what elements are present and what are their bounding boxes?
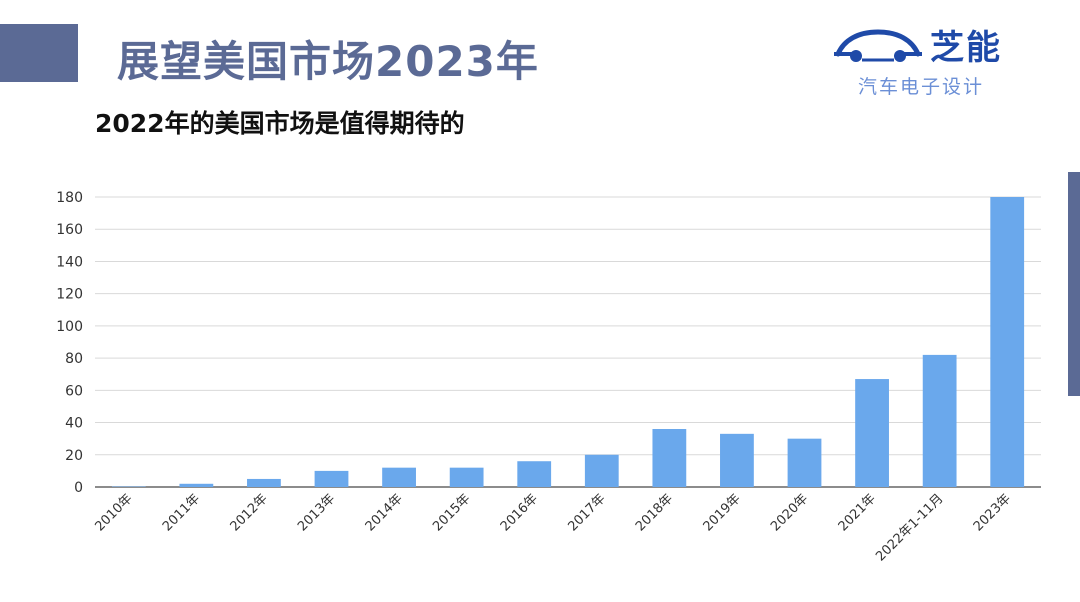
x-tick-label: 2012年	[228, 491, 271, 534]
bar	[990, 197, 1025, 487]
bar	[247, 478, 281, 487]
y-tick-label: 40	[65, 416, 83, 432]
y-tick-label: 20	[65, 448, 83, 464]
x-tick-label: 2023年	[971, 491, 1014, 534]
x-tick-label: 2015年	[430, 491, 473, 534]
brand-tagline: 汽车电子设计	[858, 76, 985, 98]
x-tick-label: 2021年	[836, 491, 879, 534]
bar	[449, 467, 484, 487]
bar	[179, 483, 214, 487]
bar	[382, 467, 416, 487]
car-silhouette-icon	[834, 29, 922, 62]
y-tick-label: 80	[65, 351, 83, 367]
brand-name: 芝能	[930, 28, 1002, 68]
y-tick-label: 180	[56, 190, 83, 206]
x-tick-label: 2013年	[295, 491, 338, 534]
bar	[652, 429, 687, 487]
x-tick-label: 2014年	[363, 491, 406, 534]
x-tick-label: 2022年1-11月	[873, 491, 946, 564]
y-tick-label: 60	[65, 383, 83, 399]
x-tick-label: 2018年	[633, 491, 676, 534]
x-tick-label: 2020年	[768, 491, 811, 534]
y-tick-label: 0	[74, 480, 83, 496]
x-tick-label: 2016年	[498, 491, 541, 534]
page-subtitle: 2022年的美国市场是值得期待的	[95, 109, 465, 138]
y-tick-label: 120	[56, 287, 83, 303]
x-tick-label: 2019年	[701, 491, 744, 534]
y-tick-label: 140	[56, 254, 83, 270]
bar	[922, 354, 957, 487]
x-tick-label: 2011年	[160, 491, 203, 534]
x-tick-label: 2017年	[565, 491, 608, 534]
side-accent-bar	[1068, 172, 1080, 396]
bar	[855, 379, 889, 487]
x-tick-label: 2010年	[92, 491, 135, 534]
bar	[720, 433, 754, 487]
title-accent-bar	[0, 24, 78, 82]
bar	[584, 454, 619, 487]
brand-logo: 芝能 汽车电子设计	[834, 18, 1024, 100]
y-tick-label: 160	[56, 222, 83, 238]
page-title: 展望美国市场2023年	[117, 37, 539, 86]
bar	[314, 470, 349, 487]
y-tick-label: 100	[56, 319, 83, 335]
bar	[787, 438, 822, 487]
bar	[517, 461, 552, 487]
